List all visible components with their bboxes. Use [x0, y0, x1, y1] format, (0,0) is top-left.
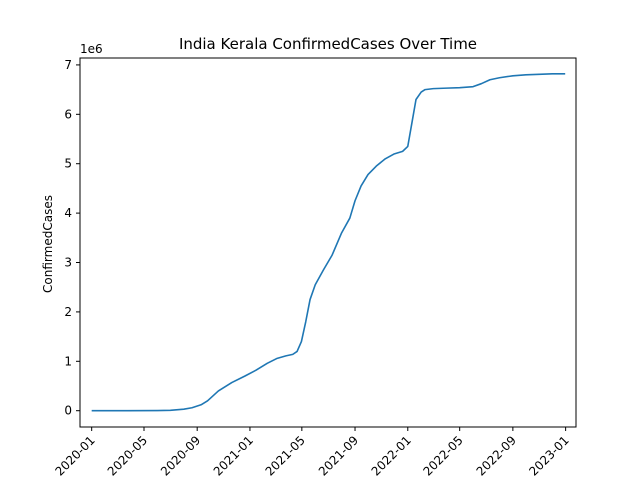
x-tick-label: 2021-01 — [211, 433, 256, 478]
x-tick-label: 2022-09 — [474, 433, 519, 478]
y-tick-label: 1 — [64, 354, 72, 368]
plot-frame — [79, 57, 577, 428]
y-tick-label: 3 — [64, 256, 72, 270]
y-tick-label: 5 — [64, 157, 72, 171]
x-tick-label: 2022-05 — [420, 433, 465, 478]
x-tick-label: 2020-01 — [52, 433, 97, 478]
y-tick-label: 0 — [64, 404, 72, 418]
x-tick-label: 2020-09 — [158, 433, 203, 478]
x-tick-label: 2022-01 — [369, 433, 414, 478]
x-tick-label: 2020-05 — [105, 433, 150, 478]
x-tick-label: 2023-01 — [526, 433, 571, 478]
x-tick-label: 2021-05 — [263, 433, 308, 478]
y-axis-label: ConfirmedCases — [41, 195, 55, 293]
x-axis: 2020-01 2020-05 2020-09 2021-01 2021-05 2021-… — [52, 427, 572, 479]
y-tick-label: 4 — [64, 206, 72, 220]
y-tick-label: 6 — [64, 107, 72, 121]
chart-title: India Kerala ConfirmedCases Over Time — [179, 35, 477, 53]
y-tick-label: 2 — [64, 305, 72, 319]
y-axis-offset-label: 1e6 — [80, 42, 103, 56]
y-tick-label: 7 — [64, 58, 72, 72]
series-line — [91, 73, 566, 412]
x-tick-label: 2021-09 — [316, 433, 361, 478]
y-axis: 0 1 2 3 4 5 6 7 — [64, 58, 80, 418]
